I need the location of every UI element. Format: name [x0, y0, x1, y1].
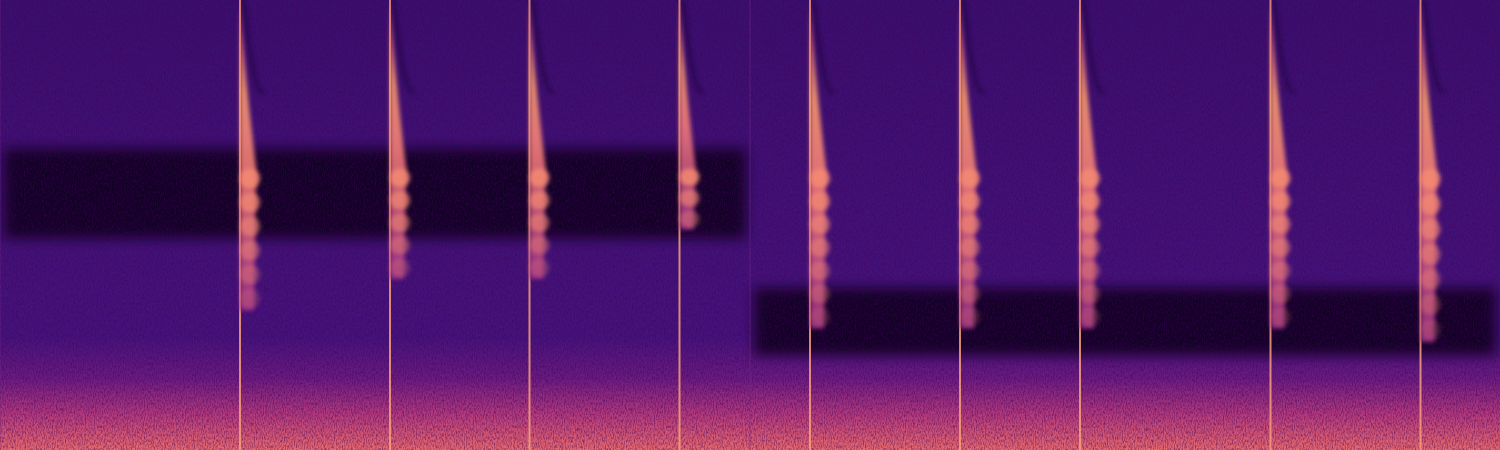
call-lobe [530, 258, 550, 277]
call-lobe [810, 168, 830, 187]
call-lobe [530, 168, 550, 187]
call-lobe [1080, 215, 1100, 234]
call-lobe [680, 168, 700, 186]
plot-area [0, 0, 1500, 450]
call-lobe [810, 238, 830, 257]
background [0, 0, 1500, 450]
call-shadow [394, 0, 414, 92]
call-lobe [1271, 284, 1291, 303]
noise-texture [0, 0, 1500, 450]
call-shadow [964, 0, 984, 92]
call-shadow [684, 0, 704, 92]
call-lobe [390, 236, 410, 255]
call-lobe [240, 192, 260, 212]
call-lobe [240, 168, 260, 188]
call-lobe [1421, 294, 1441, 315]
call-lobe [240, 288, 260, 308]
call-lobe [1080, 307, 1100, 326]
call-lobe [1421, 169, 1441, 190]
call-shadow [1084, 0, 1104, 92]
call-shadow [244, 0, 264, 92]
call-lobe [1271, 238, 1291, 257]
call-shadow [1275, 0, 1295, 92]
call [1271, 0, 1295, 450]
call [530, 0, 554, 450]
call-lobe [530, 236, 550, 255]
call-lobe [1271, 168, 1291, 187]
call-lobe [960, 261, 980, 280]
call-lobe [1271, 191, 1291, 210]
call-lobe [960, 191, 980, 210]
call-lobe [810, 215, 830, 234]
call-lobe [390, 213, 410, 232]
call-lobe [960, 284, 980, 303]
call-lobe [1080, 238, 1100, 257]
call-lobe [390, 191, 410, 210]
call [1080, 0, 1104, 450]
call-shadow [1425, 0, 1445, 92]
call-lobe [1271, 261, 1291, 280]
call-lobe [1421, 319, 1441, 340]
call-lobe [680, 189, 700, 207]
call-lobe [810, 307, 830, 326]
call-lobe [240, 240, 260, 260]
call-lobe [1271, 307, 1291, 326]
call-lobe [240, 216, 260, 236]
call-lobe [530, 191, 550, 210]
root [0, 0, 1500, 450]
call-shadow [814, 0, 834, 92]
call-lobe [1421, 269, 1441, 290]
call [680, 0, 704, 450]
call-lobe [810, 261, 830, 280]
call-lobe [1080, 168, 1100, 187]
call-lobe [1080, 284, 1100, 303]
call-lobe [1080, 191, 1100, 210]
call [810, 0, 834, 450]
call-lobe [960, 215, 980, 234]
call-lobe [1421, 244, 1441, 265]
call [390, 0, 414, 450]
call-lobe [1271, 215, 1291, 234]
call-lobe [390, 168, 410, 187]
call-lobe [1421, 194, 1441, 215]
call [1421, 0, 1445, 450]
call-lobe [960, 307, 980, 326]
call-lobe [960, 168, 980, 187]
call-lobe [810, 284, 830, 303]
call-lobe [530, 213, 550, 232]
call [240, 0, 264, 450]
call-lobe [240, 264, 260, 284]
call-lobe [960, 238, 980, 257]
call-lobe [810, 191, 830, 210]
call-shadow [534, 0, 554, 92]
spectrogram [0, 0, 1500, 450]
call-lobe [1080, 261, 1100, 280]
call [960, 0, 984, 450]
call-lobe [680, 210, 700, 228]
call-lobe [390, 258, 410, 277]
call-lobe [1421, 219, 1441, 240]
